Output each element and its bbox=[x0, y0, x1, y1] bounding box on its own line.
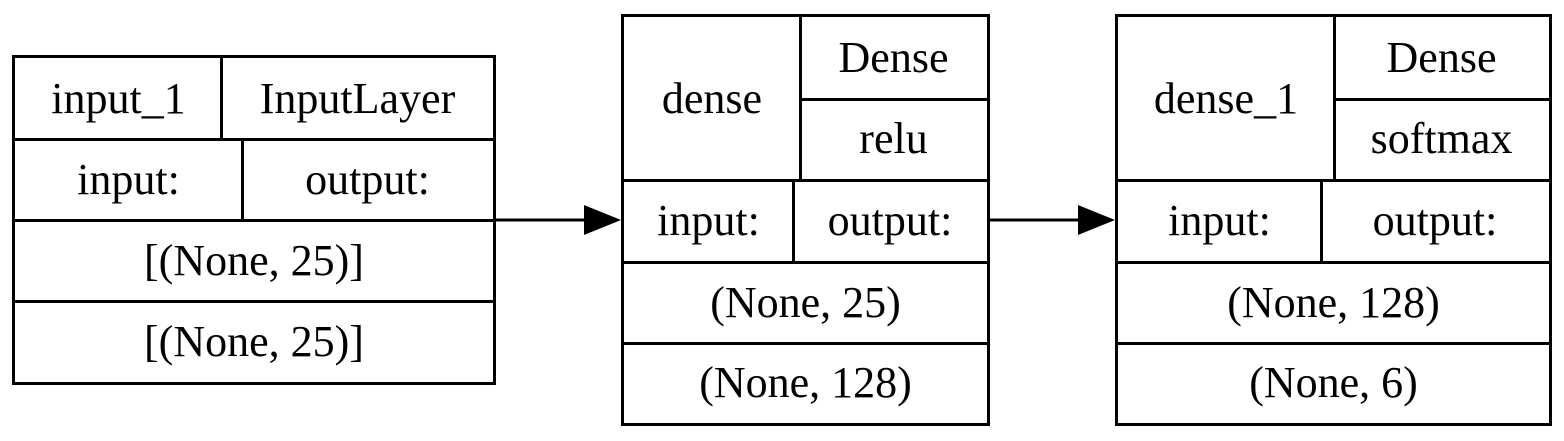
node-dense-1: dense_1 Dense softmax input: output: (No… bbox=[1115, 14, 1552, 426]
output-shape: [(None, 25)] bbox=[144, 316, 364, 366]
layer-name: dense bbox=[661, 73, 763, 123]
divider bbox=[15, 138, 493, 141]
node-input-1: input_1 InputLayer input: output: [(None… bbox=[12, 55, 496, 385]
divider bbox=[1118, 342, 1549, 345]
output-shape: (None, 128) bbox=[699, 358, 912, 407]
edge-input-1-to-dense bbox=[496, 205, 621, 235]
divider bbox=[1334, 98, 1549, 101]
activation: softmax bbox=[1370, 114, 1513, 163]
layer-type: Dense bbox=[1386, 32, 1497, 82]
divider bbox=[1118, 179, 1549, 182]
divider bbox=[792, 180, 795, 262]
divider bbox=[15, 219, 493, 222]
output-shape: (None, 6) bbox=[1249, 358, 1418, 407]
divider bbox=[220, 58, 223, 139]
layer-type: Dense bbox=[838, 32, 949, 82]
divider bbox=[624, 179, 987, 182]
divider bbox=[1320, 180, 1323, 262]
divider bbox=[624, 261, 987, 264]
input-shape: (None, 25) bbox=[710, 277, 901, 327]
activation: relu bbox=[859, 114, 928, 163]
input-shape: (None, 128) bbox=[1227, 277, 1440, 327]
output-label: output: bbox=[1372, 196, 1498, 245]
output-label: output: bbox=[305, 154, 430, 204]
arrowhead-icon bbox=[584, 205, 621, 235]
edge-dense-to-dense-1 bbox=[990, 205, 1115, 235]
input-shape: [(None, 25)] bbox=[144, 235, 364, 285]
divider bbox=[1118, 261, 1549, 264]
divider bbox=[15, 300, 493, 303]
layer-name: dense_1 bbox=[1153, 73, 1299, 123]
input-label: input: bbox=[657, 196, 760, 245]
divider bbox=[624, 342, 987, 345]
divider bbox=[800, 98, 987, 101]
input-label: input: bbox=[1168, 196, 1271, 245]
layer-name: input_1 bbox=[51, 73, 186, 123]
layer-type: InputLayer bbox=[259, 73, 456, 123]
output-label: output: bbox=[827, 196, 953, 245]
node-dense: dense Dense relu input: output: (None, 2… bbox=[621, 14, 990, 426]
divider bbox=[241, 139, 244, 220]
arrowhead-icon bbox=[1078, 205, 1115, 235]
input-label: input: bbox=[77, 154, 180, 204]
